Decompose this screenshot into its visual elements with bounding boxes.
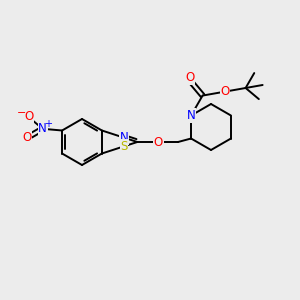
Text: N: N	[119, 131, 128, 144]
Text: N: N	[187, 109, 196, 122]
Text: S: S	[120, 140, 127, 153]
Text: O: O	[185, 71, 195, 84]
Text: N: N	[38, 122, 47, 135]
Text: −: −	[17, 108, 26, 118]
Text: O: O	[154, 136, 163, 148]
Text: O: O	[24, 110, 33, 124]
Text: O: O	[22, 131, 31, 145]
Text: +: +	[44, 119, 52, 129]
Text: O: O	[220, 85, 230, 98]
